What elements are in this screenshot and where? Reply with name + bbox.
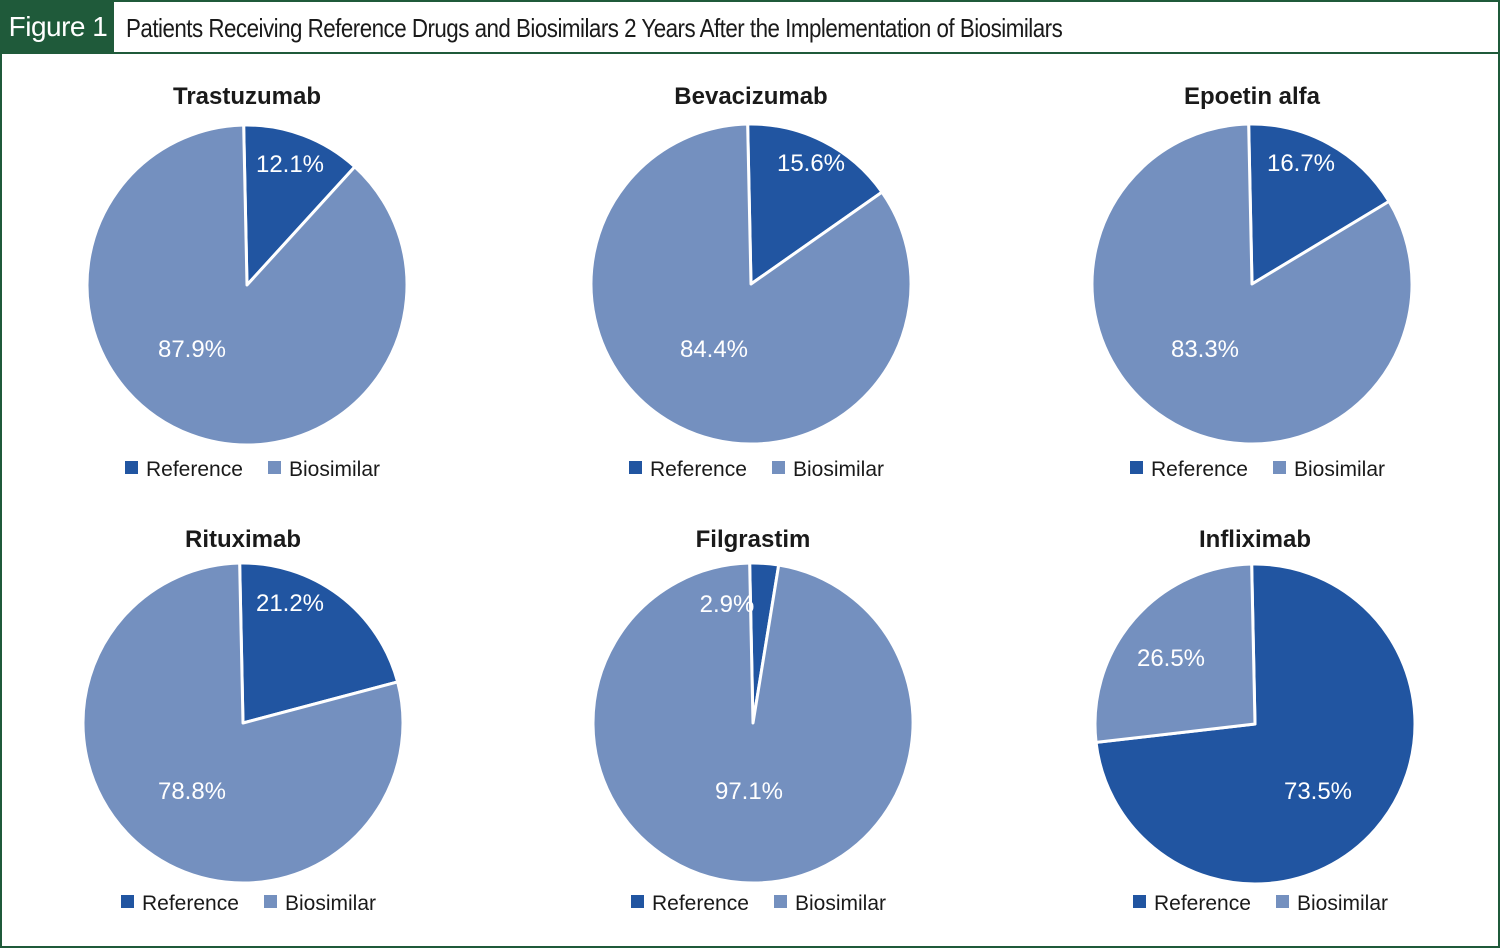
legend-swatch-reference xyxy=(125,461,138,474)
chart-legend: Reference Biosimilar xyxy=(631,892,886,915)
data-label-reference: 12.1% xyxy=(256,151,324,178)
legend-label-biosimilar: Biosimilar xyxy=(285,892,376,915)
data-label-biosimilar: 97.1% xyxy=(715,778,783,805)
data-label-biosimilar: 87.9% xyxy=(158,336,226,363)
legend-label-reference: Reference xyxy=(142,892,239,915)
legend-label-biosimilar: Biosimilar xyxy=(289,458,380,481)
data-label-reference: 15.6% xyxy=(777,150,845,177)
data-label-biosimilar: 83.3% xyxy=(1171,336,1239,363)
chart-title: Filgrastim xyxy=(696,526,811,553)
pie-chart-trastuzumab: Trastuzumab 12.1% 87.9% Reference Biosimilar xyxy=(85,83,409,481)
chart-legend: Reference Biosimilar xyxy=(1130,458,1385,481)
pie-slice-biosimilar xyxy=(1090,122,1414,446)
chart-title: Epoetin alfa xyxy=(1184,83,1321,110)
pie-chart-epoetin-alfa: Epoetin alfa 16.7% 83.3% Reference Biosimila… xyxy=(1090,83,1414,481)
data-label-biosimilar: 84.4% xyxy=(680,336,748,363)
pie-chart-bevacizumab: Bevacizumab 15.6% 84.4% Reference Biosimilar xyxy=(589,83,913,481)
pie-chart-filgrastim: Filgrastim 2.9% 97.1% Reference Biosimilar xyxy=(591,526,915,915)
legend-label-reference: Reference xyxy=(650,458,747,481)
data-label-biosimilar: 26.5% xyxy=(1137,645,1205,672)
data-label-reference: 16.7% xyxy=(1267,150,1335,177)
legend-label-reference: Reference xyxy=(652,892,749,915)
figure-header: Figure 1 Patients Receiving Reference Dr… xyxy=(2,2,1498,54)
legend-swatch-reference xyxy=(1133,895,1146,908)
legend-swatch-biosimilar xyxy=(772,461,785,474)
pie-slice-reference xyxy=(1247,122,1391,286)
legend-swatch-biosimilar xyxy=(264,895,277,908)
legend-label-reference: Reference xyxy=(1151,458,1248,481)
pie-slice-biosimilar xyxy=(589,122,913,446)
legend-swatch-biosimilar xyxy=(774,895,787,908)
legend-swatch-reference xyxy=(629,461,642,474)
chart-legend: Reference Biosimilar xyxy=(1133,892,1388,915)
legend-swatch-reference xyxy=(121,895,134,908)
legend-swatch-biosimilar xyxy=(1273,461,1286,474)
pie-slice-reference xyxy=(238,561,400,725)
pie-slice-biosimilar xyxy=(81,561,405,885)
chart-title: Infliximab xyxy=(1199,526,1311,553)
chart-legend: Reference Biosimilar xyxy=(121,892,376,915)
figure-label: Figure 1 xyxy=(2,2,114,52)
legend-label-biosimilar: Biosimilar xyxy=(1297,892,1388,915)
legend-swatch-reference xyxy=(631,895,644,908)
data-label-reference: 73.5% xyxy=(1284,778,1352,805)
legend-swatch-biosimilar xyxy=(268,461,281,474)
legend-label-biosimilar: Biosimilar xyxy=(795,892,886,915)
legend-label-reference: Reference xyxy=(1154,892,1251,915)
legend-label-biosimilar: Biosimilar xyxy=(1294,458,1385,481)
chart-title: Bevacizumab xyxy=(674,83,827,110)
figure-title: Patients Receiving Reference Drugs and B… xyxy=(126,13,1063,43)
pie-slice-reference xyxy=(746,122,884,286)
pie-chart-rituximab: Rituximab 21.2% 78.8% Reference Biosimilar xyxy=(81,526,405,915)
legend-label-biosimilar: Biosimilar xyxy=(793,458,884,481)
pie-slice-biosimilar xyxy=(1093,562,1257,744)
chart-title: Trastuzumab xyxy=(173,83,321,110)
legend-swatch-biosimilar xyxy=(1276,895,1289,908)
pie-slice-biosimilar xyxy=(591,561,915,885)
data-label-reference: 2.9% xyxy=(700,591,755,618)
pie-slice-biosimilar xyxy=(85,123,409,447)
pie-slice-reference xyxy=(242,123,357,287)
data-label-biosimilar: 78.8% xyxy=(158,778,226,805)
chart-title: Rituximab xyxy=(185,526,301,553)
data-label-reference: 21.2% xyxy=(256,590,324,617)
chart-legend: Reference Biosimilar xyxy=(629,458,884,481)
legend-swatch-reference xyxy=(1130,461,1143,474)
legend-label-reference: Reference xyxy=(146,458,243,481)
chart-legend: Reference Biosimilar xyxy=(125,458,380,481)
pie-chart-infliximab: Infliximab 73.5% 26.5% Reference Biosimilar xyxy=(1093,526,1417,915)
